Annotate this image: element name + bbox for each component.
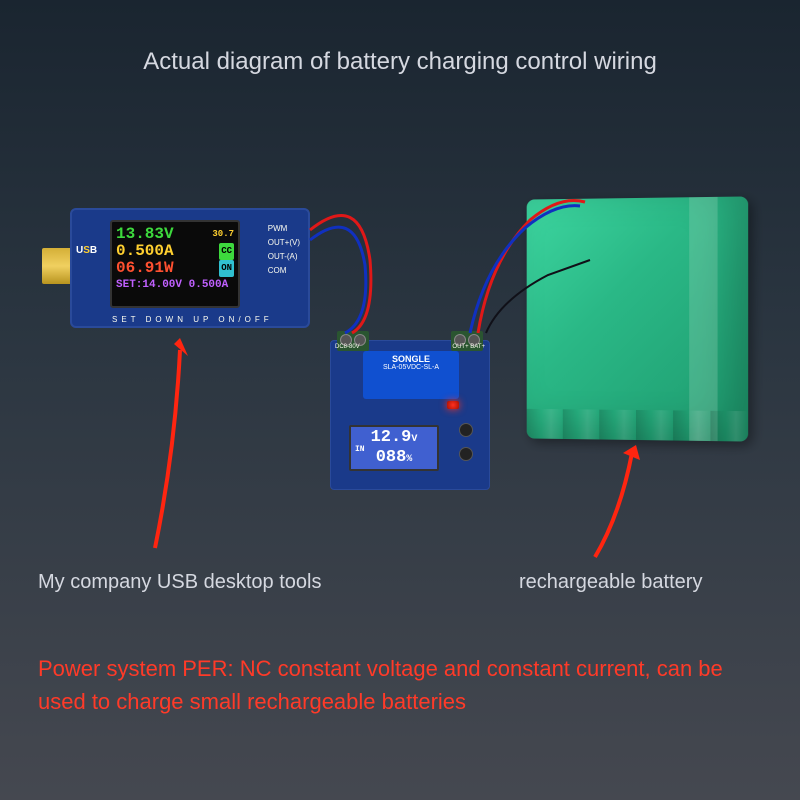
controller-in-label: IN: [355, 445, 365, 454]
controller-button-down: [459, 447, 473, 461]
usb-pin-labels: PWM OUT+(V) OUT-(A) COM: [268, 222, 300, 278]
usb-on-badge: ON: [219, 260, 234, 277]
usb-power-reading: 06.91W: [116, 260, 174, 277]
arrow-to-battery: [560, 445, 680, 565]
usb-cc-badge: CC: [219, 243, 234, 260]
battery-tape-strip: [689, 197, 717, 441]
controller-status-led: [447, 401, 459, 409]
usb-module-caption: My company USB desktop tools: [38, 571, 321, 594]
usb-power-module: USB 13.83V 30.7 0.500A CC 06.91W ON SET:…: [70, 208, 310, 328]
arrow-to-usb-module: [120, 330, 240, 560]
controller-terminal-labels: DC8-80V OUT+ BAT+: [331, 344, 489, 350]
usb-module-screen: 13.83V 30.7 0.500A CC 06.91W ON SET:14.0…: [110, 220, 240, 308]
usb-set-line: SET:14.00V 0.500A: [116, 279, 234, 291]
usb-module-body: USB 13.83V 30.7 0.500A CC 06.91W ON SET:…: [70, 208, 310, 328]
usb-voltage-reading: 13.83V: [116, 226, 174, 243]
usb-button-labels: SET DOWN UP ON/OFF: [112, 315, 273, 324]
rechargeable-battery: [527, 196, 748, 441]
usb-brand-label: USB: [76, 245, 97, 256]
usb-temp-reading: 30.7: [212, 226, 234, 243]
controller-lcd: IN 12.9V 088%: [349, 425, 439, 471]
controller-button-up: [459, 423, 473, 437]
controller-relay: SONGLE SLA-05VDC-SL-A: [363, 351, 459, 399]
battery-caption: rechargeable battery: [519, 571, 702, 594]
battery-cell-ridges: [527, 409, 748, 442]
footer-description: Power system PER: NC constant voltage an…: [38, 652, 762, 718]
charge-controller-module: DC8-80V OUT+ BAT+ SONGLE SLA-05VDC-SL-A …: [330, 340, 490, 490]
diagram-title: Actual diagram of battery charging contr…: [0, 48, 800, 76]
usb-current-reading: 0.500A: [116, 243, 174, 260]
